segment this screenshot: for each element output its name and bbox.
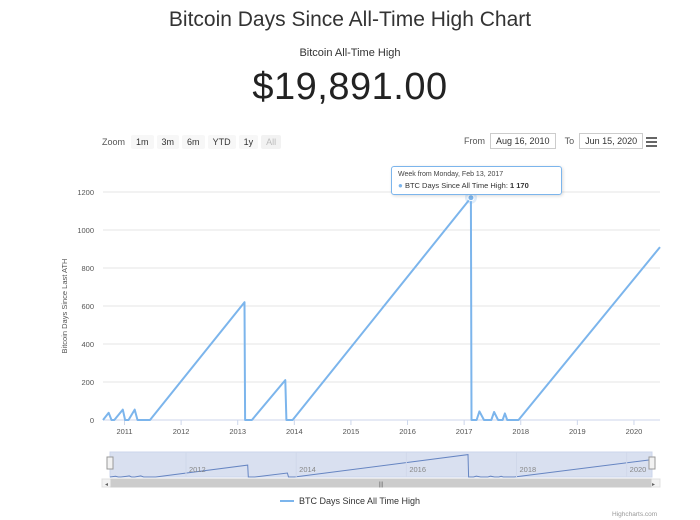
page-title: Bitcoin Days Since All-Time High Chart [168,8,532,31]
x-tick-label: 2012 [173,427,190,436]
x-tick-label: 2015 [343,427,360,436]
y-tick-label: 800 [81,264,94,273]
legend-label: BTC Days Since All Time High [298,496,421,506]
tooltip-series-row: ● BTC Days Since All Time High: 1 170 [398,181,529,190]
y-tick-label: 1200 [77,188,94,197]
highcharts-credit[interactable]: Highcharts.com [612,511,658,518]
navigator-series [109,454,653,478]
navigator-tick-label: 2016 [409,465,426,474]
zoom-1m-button[interactable]: 1m [131,135,154,149]
navigator-right-handle[interactable] [648,456,656,470]
y-tick-label: 1000 [77,226,94,235]
tooltip-date: Week from Monday, Feb 13, 2017 [398,171,504,178]
zoom-6m-button[interactable]: 6m [182,135,205,149]
from-label: From [464,136,485,146]
navigator-tick-label: 2020 [630,465,647,474]
x-tick-label: 2011 [116,427,132,436]
hover-point [467,194,475,202]
y-tick-label: 400 [81,340,94,349]
y-tick-label: 200 [81,378,94,387]
zoom-all-button[interactable]: All [261,135,282,149]
x-tick-label: 2020 [626,427,643,436]
y-tick-label: 0 [90,416,94,425]
tooltip-value: 1 170 [509,181,529,190]
tooltip-dot-icon: ● [398,181,403,190]
x-tick-label: 2019 [569,427,586,436]
x-tick-label: 2018 [512,427,529,436]
tooltip-series-name: BTC Days Since All Time High [404,181,506,190]
series-line [102,196,661,421]
ath-subtitle: Bitcoin All-Time High [299,47,401,59]
navigator-left-handle[interactable] [106,456,114,470]
navigator-tick-label: 2012 [189,465,206,474]
zoom-1y-button[interactable]: 1y [238,135,259,149]
y-axis-title: Bitcoin Days Since Last ATH [60,259,69,354]
to-date-input[interactable]: Jun 15, 2020 [579,133,644,149]
scrollbar-grip-icon: ||| [379,482,384,488]
scroll-left-arrow-icon[interactable]: ◂ [105,482,108,488]
from-date-input[interactable]: Aug 16, 2010 [490,133,556,149]
hamburger-menu-icon[interactable] [646,137,657,149]
date-range-selector: From Aug 16, 2010 To Jun 15, 2020 [464,133,652,149]
zoom-label: Zoom [102,137,126,147]
y-tick-label: 600 [81,302,94,311]
chart-tooltip: Week from Monday, Feb 13, 2017 ● BTC Day… [391,166,562,195]
scroll-right-arrow-icon[interactable]: ▸ [652,482,655,488]
zoom-ytd-button[interactable]: YTD [207,135,236,149]
ath-price: $19,891.00 [252,66,448,108]
navigator-tick-label: 2014 [299,465,316,474]
chart-legend[interactable]: BTC Days Since All Time High [0,496,700,506]
zoom-controls: Zoom 1m 3m 6m YTD 1y All [102,135,284,149]
legend-line-icon [279,500,294,502]
navigator-tick-label: 2018 [520,465,537,474]
x-tick-label: 2016 [399,427,416,436]
x-tick-label: 2014 [286,427,303,436]
x-tick-label: 2017 [456,427,473,436]
to-label: To [564,136,575,146]
scrollbar-thumb[interactable] [110,478,652,488]
x-tick-label: 2013 [229,427,246,436]
zoom-3m-button[interactable]: 3m [156,135,180,149]
